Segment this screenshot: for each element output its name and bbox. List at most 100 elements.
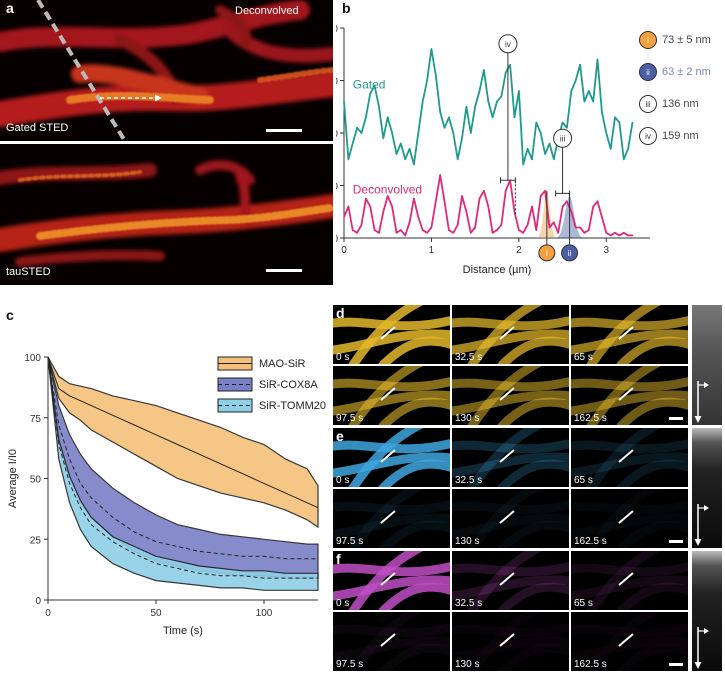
time-label: 65 s	[574, 352, 593, 363]
mitochondria-shape	[497, 643, 569, 671]
data-point	[343, 100, 345, 103]
arrow-head	[694, 662, 702, 669]
timelapse-frame: 0 s e	[333, 428, 450, 487]
mitochondria-shape	[378, 336, 450, 364]
legend-text: 63 ± 2 nm	[662, 66, 711, 78]
data-point	[609, 234, 612, 237]
data-point	[561, 121, 564, 124]
kymograph-line	[380, 572, 396, 586]
kymograph-line	[380, 510, 396, 524]
legend-item: i 73 ± 5 nm	[639, 24, 725, 56]
data-point	[404, 234, 406, 237]
data-point	[452, 231, 455, 234]
mitochondria-shape	[348, 428, 424, 487]
bleaching-curve-chart: 0 25 50 75 100 0 50 100 Time (s) Average I/I0 MAO-…	[7, 353, 326, 637]
data-point	[491, 116, 494, 119]
data-point	[356, 126, 358, 129]
data-point	[631, 121, 634, 124]
data-point	[539, 195, 542, 197]
mitochondria-shape	[348, 366, 424, 425]
data-point	[400, 229, 402, 231]
x-axis-label: Distance (µm)	[463, 264, 532, 276]
mitochondria-shape	[571, 500, 688, 515]
mitochondria-shape	[452, 513, 569, 539]
mitochondria-shape	[497, 520, 569, 548]
data-point	[518, 229, 520, 231]
label-circle-i: i	[639, 31, 657, 49]
data-point	[417, 216, 420, 218]
mitochondria-shape	[571, 377, 688, 392]
data-point	[478, 197, 481, 200]
data-point	[618, 121, 621, 124]
frame-image	[452, 612, 569, 671]
arrow-head	[704, 628, 709, 634]
kymograph-line	[499, 510, 515, 524]
data-point	[531, 158, 533, 161]
kymograph-line	[499, 449, 515, 463]
data-point	[347, 205, 350, 208]
mitochondria-shape	[452, 500, 569, 515]
data-point	[443, 200, 446, 203]
label-circle-iii: iii	[639, 95, 657, 113]
data-point	[448, 229, 450, 231]
legend-label: SiR-TOMM20	[259, 400, 326, 412]
marker-i	[538, 244, 556, 262]
mitochondria-shape	[378, 582, 450, 610]
x-tick-label: 50	[150, 608, 162, 619]
mitochondria-shape	[497, 459, 569, 487]
data-point	[496, 229, 498, 231]
mitochondria-shape	[586, 428, 662, 487]
image-label-tausted: tauSTED	[6, 266, 51, 278]
label-circle-iv: iv	[639, 127, 657, 145]
x-tick-label: 0	[45, 608, 51, 619]
data-point	[430, 48, 433, 50]
y-tick-label: 0	[336, 234, 338, 245]
data-point	[614, 116, 616, 119]
x-tick-label: 3	[604, 245, 610, 256]
band-sir-tomm20	[47, 356, 319, 591]
panel-letter: d	[336, 305, 345, 321]
data-point	[413, 163, 415, 166]
time-label: 97.5 s	[336, 536, 364, 547]
data-point	[443, 126, 446, 129]
mitochondria-shape	[571, 390, 688, 416]
arrow-head	[704, 382, 709, 388]
data-point	[579, 226, 581, 229]
panel-letter: c	[6, 307, 14, 323]
data-point	[614, 231, 616, 234]
kymograph-line	[618, 633, 634, 647]
mitochondria-shape	[452, 636, 569, 662]
data-point	[435, 74, 437, 77]
legend-label: MAO-SiR	[259, 358, 306, 370]
mitochondria-shape	[333, 500, 450, 515]
timelapse-frame: 32.5 s	[452, 428, 569, 487]
kymograph-line	[499, 387, 515, 401]
data-point	[605, 132, 608, 134]
time-label: 130 s	[455, 413, 480, 424]
data-point	[596, 200, 599, 203]
data-point	[435, 200, 437, 203]
data-point	[461, 137, 463, 140]
time-label: 32.5 s	[455, 598, 483, 609]
data-point	[570, 90, 573, 92]
data-point	[588, 229, 590, 231]
data-point	[574, 226, 577, 229]
data-point	[504, 189, 507, 192]
data-point	[526, 224, 529, 226]
mitochondria-shape	[378, 520, 450, 548]
mitochondria-shape	[333, 636, 450, 662]
time-label: 0 s	[336, 598, 350, 609]
data-point	[627, 147, 629, 150]
mitochondria-shape	[467, 612, 543, 671]
arrow-head	[694, 539, 702, 546]
data-point	[483, 69, 485, 71]
data-point	[509, 63, 511, 66]
timelapse-frame: 65 s	[571, 305, 688, 364]
scale-bar	[669, 540, 683, 543]
mitochondria-shape	[333, 329, 450, 355]
data-point	[601, 216, 603, 218]
mitochondria-shape	[616, 336, 688, 364]
data-point	[483, 189, 485, 192]
kymograph-strip	[692, 551, 722, 671]
x-tick-label: 100	[256, 608, 273, 619]
